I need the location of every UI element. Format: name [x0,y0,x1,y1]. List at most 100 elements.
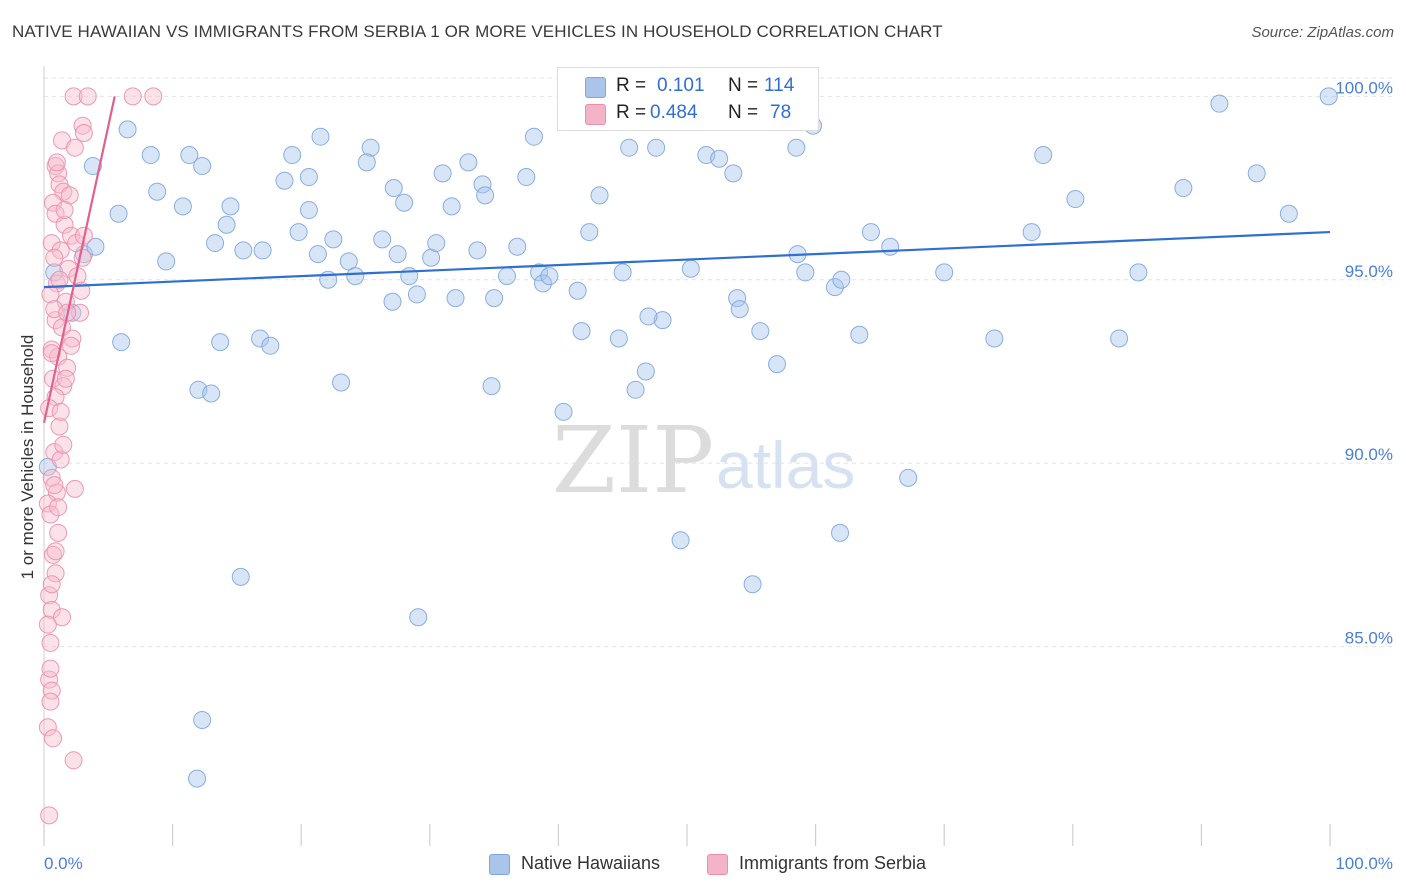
data-point [1248,165,1265,182]
data-point [610,330,627,347]
data-point [627,381,644,398]
legend-label: Immigrants from Serbia [739,853,926,874]
data-point [325,231,342,248]
data-point [581,224,598,241]
data-point [385,180,402,197]
data-point [43,576,60,593]
data-point [986,330,1003,347]
data-point [284,147,301,164]
data-point [110,205,127,222]
data-point [637,363,654,380]
data-point [232,568,249,585]
data-point [57,370,74,387]
watermark-atlas: atlas [716,428,855,502]
data-point [42,693,59,710]
data-point [66,480,83,497]
data-point [48,154,65,171]
data-point [477,187,494,204]
y-axis-title: 1 or more Vehicles in Household [18,335,37,580]
data-point [640,308,657,325]
data-point [384,293,401,310]
data-point [207,235,224,252]
data-point [621,139,638,156]
data-point [788,139,805,156]
data-point [1035,147,1052,164]
data-point [42,660,59,677]
data-point [189,770,206,787]
data-point [682,260,699,277]
data-point [358,154,375,171]
data-point [63,337,80,354]
data-point [851,326,868,343]
data-point [194,711,211,728]
data-point [1175,180,1192,197]
data-point [428,235,445,252]
data-point [276,172,293,189]
data-point [832,524,849,541]
stats-row-serbia: R = 0.484 N = 78 [558,101,818,127]
watermark-zip: ZIP [552,407,714,514]
data-point [50,524,67,541]
data-point [312,128,329,145]
trend-lines [44,96,1330,422]
data-point [66,139,83,156]
data-point [254,242,271,259]
data-point [300,202,317,219]
y-tick-label: 90.0% [1345,445,1393,464]
data-point [149,183,166,200]
stats-n-value: 78 [770,102,791,124]
data-point [145,88,162,105]
data-point [174,198,191,215]
data-point [541,268,558,285]
stats-row-native-hawaiians: R = 0.101 N = 114 [558,74,818,100]
data-point [218,216,235,233]
data-point [711,150,728,167]
data-point [509,238,526,255]
data-point [54,609,71,626]
data-point [1280,205,1297,222]
data-point [47,543,64,560]
stats-r-value: 0.101 [657,75,705,97]
data-point [158,253,175,270]
legend-swatch-native-hawaiians [489,854,510,875]
data-point [936,264,953,281]
data-point [142,147,159,164]
data-point [74,249,91,266]
data-point [396,194,413,211]
stats-n-label: N = [728,102,758,124]
data-point [882,238,899,255]
data-point [469,242,486,259]
data-point [410,609,427,626]
data-point [119,121,136,138]
data-point [573,323,590,340]
data-point [300,169,317,186]
data-point [443,198,460,215]
data-point [46,477,63,494]
data-point [56,202,73,219]
watermark: ZIP atlas [552,407,855,514]
data-point [672,532,689,549]
data-point [374,231,391,248]
data-point [65,752,82,769]
data-point [262,337,279,354]
stats-swatch-serbia [585,104,606,125]
data-point [1111,330,1128,347]
data-point [50,499,67,516]
data-point [744,576,761,593]
y-tick-label: 95.0% [1345,262,1393,281]
data-point [45,730,62,747]
y-tick-label: 100.0% [1335,78,1393,97]
data-point [52,451,69,468]
data-point [79,88,96,105]
stats-r-label: R = [616,102,646,124]
legend: Native Hawaiians Immigrants from Serbia [0,850,1406,880]
data-point [797,264,814,281]
data-point [648,139,665,156]
data-point [525,128,542,145]
legend-swatch-serbia [707,854,728,875]
legend-label: Native Hawaiians [521,853,660,874]
data-point [569,282,586,299]
data-point [1067,191,1084,208]
data-point [75,125,92,142]
y-tick-label: 85.0% [1345,629,1393,648]
